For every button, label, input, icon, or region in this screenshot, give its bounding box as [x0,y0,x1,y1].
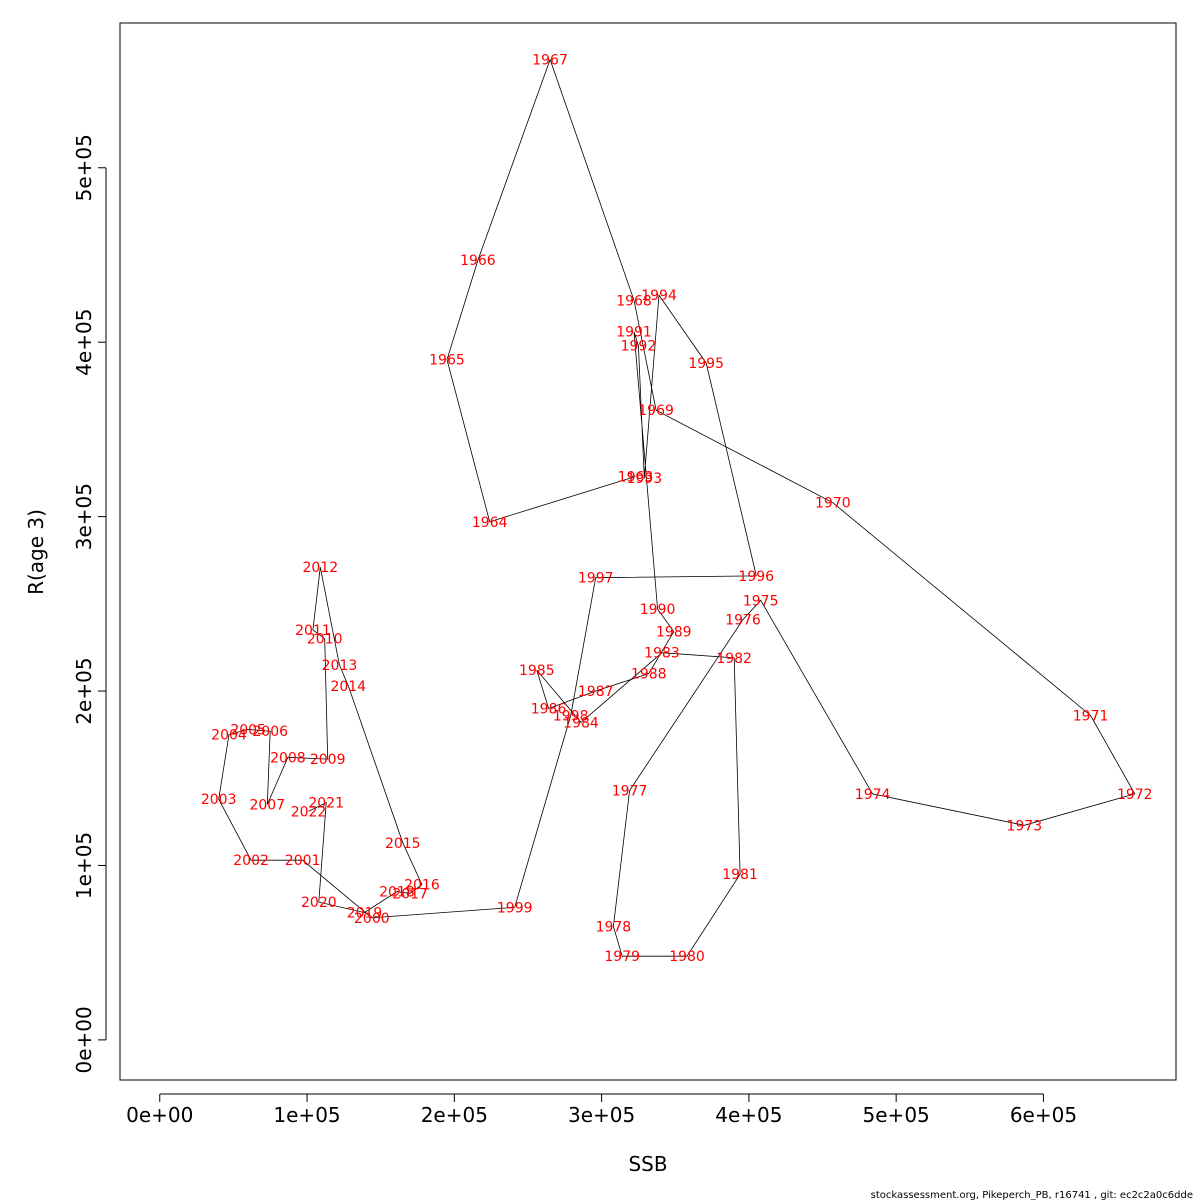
y-tick-label: 4e+05 [72,309,96,376]
year-label-1978: 1978 [596,920,632,936]
year-label-1967: 1967 [532,53,568,69]
year-label-2010: 2010 [307,632,343,648]
year-label-1995: 1995 [688,356,724,372]
year-label-2013: 2013 [322,658,358,674]
year-label-2019: 2019 [347,906,383,922]
year-label-2009: 2009 [310,752,346,768]
year-label-2007: 2007 [249,797,285,813]
x-tick-label: 4e+05 [715,1103,782,1127]
y-tick-label: 0e+00 [72,1006,96,1073]
year-label-2014: 2014 [330,679,366,695]
year-label-1971: 1971 [1073,708,1109,724]
year-label-1985: 1985 [519,663,555,679]
year-label-1986: 1986 [531,701,567,717]
year-label-1965: 1965 [429,353,465,369]
x-tick-label: 0e+00 [126,1103,193,1127]
ssb-recruitment-trajectory-line [218,58,1136,957]
year-label-1972: 1972 [1117,787,1153,803]
x-tick-label: 1e+05 [273,1103,340,1127]
year-label-2006: 2006 [252,724,288,740]
year-label-1997: 1997 [578,571,614,587]
year-label-1969: 1969 [638,403,674,419]
year-label-1981: 1981 [722,867,758,883]
year-label-2016: 2016 [404,878,440,894]
year-label-2000: 2000 [354,911,390,927]
year-label-1979: 1979 [604,949,640,965]
year-label-1975: 1975 [743,593,779,609]
y-tick-label: 5e+05 [72,134,96,201]
x-tick-label: 2e+05 [421,1103,488,1127]
x-tick-label: 5e+05 [863,1103,930,1127]
year-label-1991: 1991 [616,325,652,341]
year-label-1980: 1980 [669,949,705,965]
x-axis: 0e+00 1e+05 2e+05 3e+05 4e+05 5e+05 6e+05 [126,1093,1077,1127]
year-label-2005: 2005 [230,722,266,738]
year-label-1992: 1992 [621,339,657,355]
year-label-1973: 1973 [1006,818,1042,834]
year-label-1996: 1996 [738,569,774,585]
year-label-2015: 2015 [385,836,421,852]
year-label-1989: 1989 [656,625,692,641]
y-axis-title: R(age 3) [24,509,48,595]
y-axis: 0e+00 1e+05 2e+05 3e+05 4e+05 5e+05 [72,134,107,1074]
y-tick-label: 2e+05 [72,657,96,724]
year-label-2021: 2021 [308,796,344,812]
year-label-1984: 1984 [563,715,599,731]
year-label-1974: 1974 [855,787,891,803]
year-label-2003: 2003 [201,792,237,808]
x-tick-label: 3e+05 [568,1103,635,1127]
year-label-1983: 1983 [644,646,680,662]
year-label-1970: 1970 [815,496,851,512]
year-label-2004: 2004 [211,728,247,744]
y-tick-label: 1e+05 [72,832,96,899]
year-label-1976: 1976 [725,613,761,629]
x-axis-title: SSB [628,1152,667,1176]
year-label-1966: 1966 [460,253,496,269]
year-label-2022: 2022 [291,804,327,820]
year-label-1994: 1994 [641,288,677,304]
year-label-2002: 2002 [233,853,269,869]
footer-credit: stockassessment.org, Pikeperch_PB, r1674… [871,1190,1193,1200]
year-labels: 1963 1964 1965 1966 1967 1968 1969 1970 1971 1972… [201,53,1153,966]
year-label-1998: 1998 [553,708,589,724]
year-label-1999: 1999 [497,900,533,916]
plot-frame [119,22,1177,1081]
year-label-2001: 2001 [285,853,321,869]
year-label-1968: 1968 [616,293,652,309]
year-label-2011: 2011 [295,623,331,639]
year-label-1964: 1964 [472,515,508,531]
year-label-1990: 1990 [640,602,676,618]
year-label-1988: 1988 [631,667,667,683]
year-label-1982: 1982 [716,651,752,667]
year-label-1963: 1963 [618,469,654,485]
y-tick-label: 3e+05 [72,483,96,550]
year-label-2012: 2012 [302,560,338,576]
year-label-1987: 1987 [578,684,614,700]
year-label-2017: 2017 [392,886,428,902]
year-label-2018: 2018 [379,885,415,901]
year-label-1993: 1993 [626,471,662,487]
year-label-2020: 2020 [301,895,337,911]
x-tick-label: 6e+05 [1010,1103,1077,1127]
year-label-1977: 1977 [612,783,648,799]
year-label-2008: 2008 [270,750,306,766]
